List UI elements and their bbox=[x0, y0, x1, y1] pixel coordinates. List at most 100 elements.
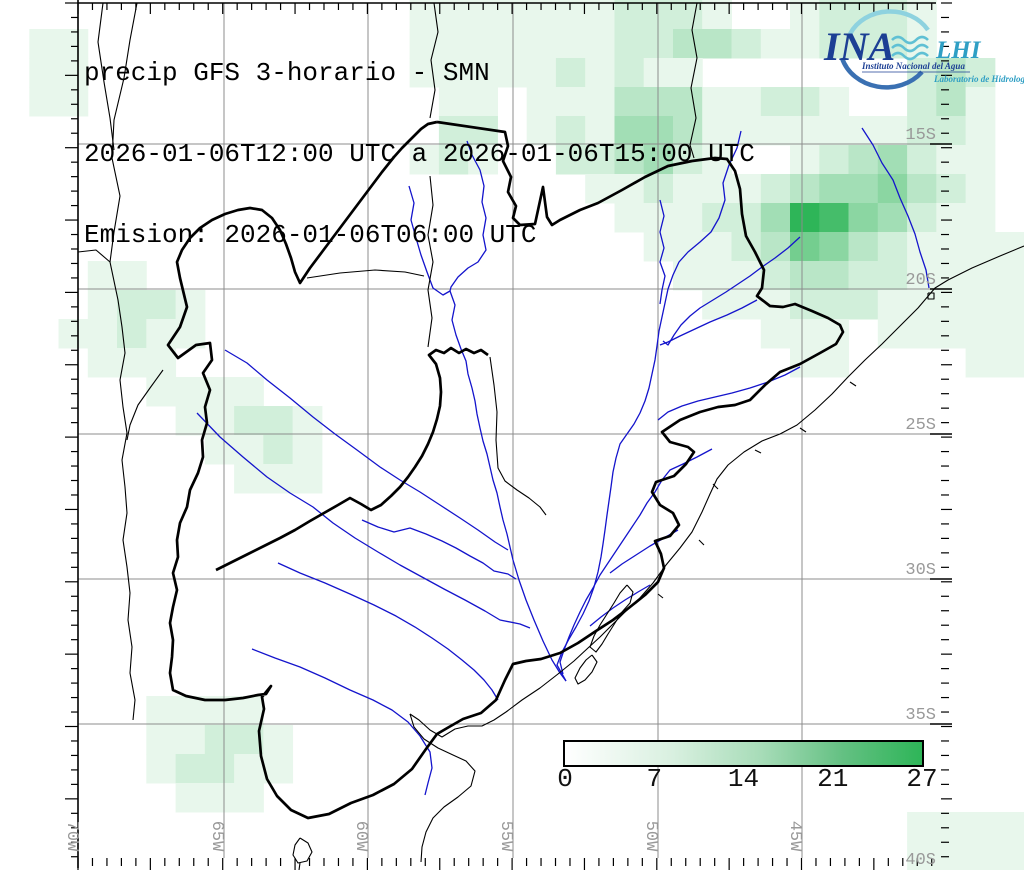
precip-cell bbox=[234, 406, 264, 436]
precip-cell bbox=[175, 696, 206, 726]
river-path bbox=[659, 299, 758, 346]
lat-label: 35S bbox=[905, 706, 936, 725]
colorbar-tick-label: 0 bbox=[557, 764, 573, 794]
precip-cell bbox=[965, 261, 996, 291]
colorbar-tick-label: 27 bbox=[906, 764, 938, 794]
precip-cell bbox=[848, 290, 879, 320]
precip-cell bbox=[848, 261, 879, 291]
colorbar-tick-label: 14 bbox=[727, 764, 760, 794]
precip-cell bbox=[760, 232, 791, 262]
border-coastline-path bbox=[126, 369, 164, 441]
precip-cell bbox=[819, 0, 850, 30]
precip-cell bbox=[994, 261, 1024, 291]
precip-cell bbox=[555, 58, 586, 88]
precip-cell bbox=[965, 58, 996, 88]
precip-cell bbox=[907, 174, 937, 204]
precip-cell bbox=[673, 116, 703, 146]
basin-boundary-path bbox=[166, 120, 845, 820]
precip-cell bbox=[848, 232, 879, 262]
precip-cell bbox=[907, 319, 937, 349]
river-path bbox=[449, 140, 487, 292]
precip-cell bbox=[526, 116, 557, 146]
precip-cell bbox=[848, 203, 879, 233]
precip-cell bbox=[468, 29, 498, 59]
lon-label: 65W bbox=[207, 820, 226, 852]
precip-cell bbox=[146, 754, 177, 784]
precip-cell bbox=[907, 87, 937, 117]
border-coastline-path bbox=[409, 245, 1024, 738]
precip-cell bbox=[965, 203, 996, 233]
precip-cell bbox=[526, 58, 557, 88]
precip-cell bbox=[819, 290, 850, 320]
precip-cell bbox=[848, 29, 879, 59]
precip-cell bbox=[643, 58, 674, 88]
precip-cell bbox=[702, 116, 732, 146]
precip-cell bbox=[555, 87, 586, 117]
precip-cell bbox=[438, 116, 469, 146]
border-coastline-path bbox=[97, 2, 115, 151]
river-path bbox=[361, 519, 517, 580]
precip-cell bbox=[526, 29, 557, 59]
precip-cell bbox=[673, 174, 703, 204]
precip-cell bbox=[614, 203, 645, 233]
precip-cell bbox=[29, 29, 60, 59]
precip-cell bbox=[614, 0, 645, 30]
river-path bbox=[196, 412, 531, 629]
precip-cell bbox=[907, 116, 937, 146]
precip-cell bbox=[790, 261, 820, 291]
precip-cell bbox=[555, 0, 586, 30]
precip-cell bbox=[58, 58, 89, 88]
river-path bbox=[659, 199, 666, 305]
precip-cell bbox=[673, 261, 703, 291]
logo-acronym: INA bbox=[823, 24, 895, 69]
lat-label: 30S bbox=[905, 561, 936, 580]
precip-cell bbox=[936, 145, 967, 175]
precip-cell bbox=[702, 174, 732, 204]
precip-cell bbox=[936, 116, 967, 146]
precip-cell bbox=[555, 145, 586, 175]
precip-cell bbox=[234, 754, 264, 784]
precip-cell bbox=[234, 696, 264, 726]
border-coastline-path bbox=[927, 292, 935, 300]
precip-cell bbox=[965, 348, 996, 378]
precip-cell bbox=[936, 812, 967, 842]
logo-waves-icon bbox=[891, 35, 929, 61]
precip-cell bbox=[438, 145, 469, 175]
precip-cell bbox=[29, 87, 60, 117]
precip-cell bbox=[994, 319, 1024, 349]
lon-label: 60W bbox=[351, 820, 370, 852]
border-coastline-path bbox=[849, 381, 857, 387]
precip-cell bbox=[819, 145, 850, 175]
precip-cell bbox=[994, 232, 1024, 262]
precip-cell bbox=[936, 174, 967, 204]
basin-boundary-path bbox=[215, 346, 489, 572]
precip-cell bbox=[468, 58, 498, 88]
precip-cell bbox=[585, 0, 615, 30]
precip-cell bbox=[409, 145, 440, 175]
precip-cell bbox=[175, 290, 206, 320]
precip-cell bbox=[204, 406, 235, 436]
precip-cell bbox=[760, 174, 791, 204]
precip-cell bbox=[175, 754, 206, 784]
precip-cell bbox=[790, 174, 820, 204]
precip-cell bbox=[965, 841, 996, 870]
precip-cell bbox=[760, 203, 791, 233]
river-path bbox=[449, 290, 567, 682]
precip-cell bbox=[994, 290, 1024, 320]
river-path bbox=[657, 366, 801, 421]
precip-cell bbox=[614, 145, 645, 175]
precip-cell bbox=[497, 29, 528, 59]
border-coastline-path bbox=[574, 654, 598, 685]
logo-laboratory-name: Laboratorio de Hidrologia bbox=[933, 74, 1024, 84]
precip-cell bbox=[907, 812, 937, 842]
precip-cell bbox=[965, 145, 996, 175]
precip-cell bbox=[614, 116, 645, 146]
precip-cell bbox=[643, 232, 674, 262]
border-coastline-path bbox=[429, 2, 439, 119]
precip-cell bbox=[643, 0, 674, 30]
precip-cell bbox=[263, 725, 294, 755]
lat-label: 40S bbox=[905, 851, 936, 870]
logo-arc-top-icon bbox=[848, 9, 930, 36]
precip-cell bbox=[907, 261, 937, 291]
